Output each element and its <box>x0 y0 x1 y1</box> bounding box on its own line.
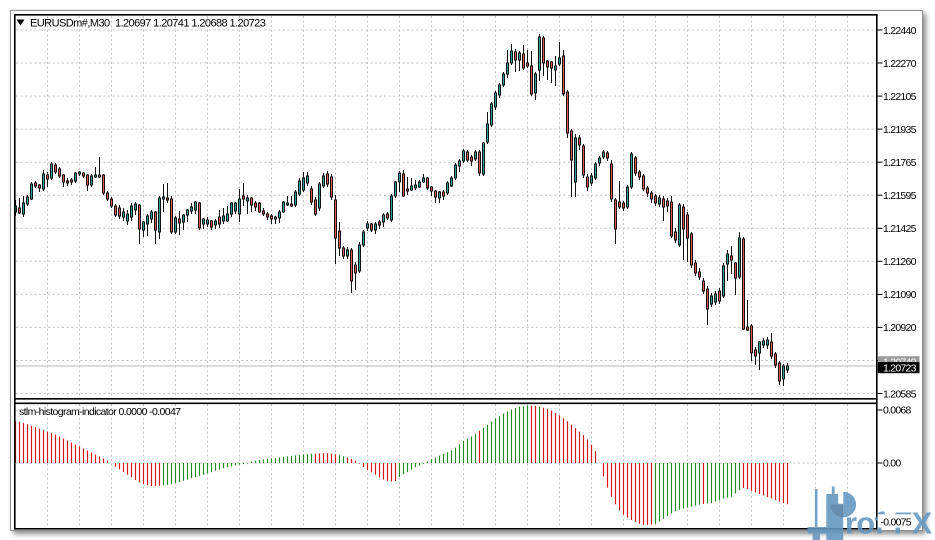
svg-text:1.22440: 1.22440 <box>883 25 917 37</box>
svg-text:1.20697 1.20741 1.20688 1.2072: 1.20697 1.20741 1.20688 1.20723 <box>115 17 266 29</box>
svg-text:-0.0075: -0.0075 <box>881 516 912 528</box>
svg-text:1.20723: 1.20723 <box>883 362 917 374</box>
svg-text:1.21595: 1.21595 <box>883 190 917 202</box>
svg-text:0.0068: 0.0068 <box>883 405 912 417</box>
svg-text:stlm-histogram-indicator 0.000: stlm-histogram-indicator 0.0000 -0.0047 <box>19 406 181 418</box>
svg-text:1.20749: 1.20749 <box>883 357 917 369</box>
svg-text:1.22105: 1.22105 <box>883 91 917 103</box>
svg-text:1.21935: 1.21935 <box>883 124 917 136</box>
svg-text:1.22270: 1.22270 <box>883 58 917 70</box>
svg-text:1.20920: 1.20920 <box>883 322 917 334</box>
svg-text:0.00: 0.00 <box>883 458 901 470</box>
svg-text:1.20585: 1.20585 <box>883 388 917 400</box>
svg-text:1.21260: 1.21260 <box>883 256 917 268</box>
svg-text:1.21765: 1.21765 <box>883 157 917 169</box>
svg-text:EURUSDm#,M30: EURUSDm#,M30 <box>30 17 110 29</box>
svg-text:1.21090: 1.21090 <box>883 289 917 301</box>
svg-text:1.21425: 1.21425 <box>883 223 917 235</box>
